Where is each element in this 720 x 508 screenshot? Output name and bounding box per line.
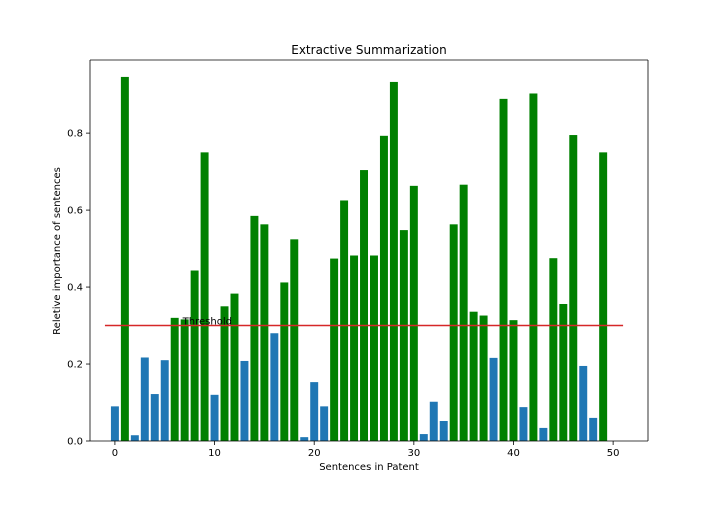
x-tick-label: 10 — [208, 448, 221, 459]
y-ticks: 0.0 0.2 0.4 0.6 0.8 — [67, 129, 90, 448]
bar-sentence-38 — [489, 357, 498, 441]
bar-sentence-3 — [140, 357, 149, 441]
bar-sentence-25 — [360, 170, 369, 442]
x-ticks: 0 10 20 30 40 50 — [112, 441, 620, 459]
bar-sentence-4 — [150, 394, 159, 441]
bar-sentence-27 — [379, 135, 388, 441]
bar-sentence-14 — [250, 215, 259, 441]
bar-sentence-23 — [340, 200, 349, 441]
bar-sentence-46 — [569, 135, 578, 441]
bar-sentence-9 — [200, 152, 209, 441]
bar-sentence-32 — [429, 401, 438, 441]
y-tick-label: 0.2 — [67, 360, 83, 371]
bar-sentence-18 — [290, 239, 299, 441]
axes-frame — [89, 59, 649, 442]
bar-sentence-49 — [599, 152, 608, 441]
threshold-label: Threshold — [182, 317, 232, 328]
y-tick-label: 0.4 — [67, 283, 83, 294]
x-axis-label: Sentences in Patent — [319, 462, 419, 473]
bar-sentence-44 — [549, 258, 558, 441]
bar-sentence-6 — [170, 317, 179, 441]
bars-group — [110, 76, 608, 442]
bar-sentence-11 — [220, 306, 229, 441]
bar-sentence-42 — [529, 93, 538, 442]
bar-sentence-43 — [539, 427, 548, 441]
y-axis-label: Reletive importance of sentences — [52, 167, 63, 335]
bar-sentence-45 — [559, 303, 568, 441]
bar-sentence-34 — [449, 224, 458, 441]
bar-sentence-8 — [190, 270, 199, 441]
bar-sentence-41 — [519, 407, 528, 441]
bar-sentence-15 — [260, 224, 269, 441]
y-tick-label: 0.0 — [67, 437, 83, 448]
y-tick-label: 0.8 — [67, 129, 83, 140]
bar-sentence-40 — [509, 320, 518, 441]
bar-sentence-36 — [469, 311, 478, 441]
bar-sentence-2 — [130, 435, 139, 441]
bar-sentence-16 — [270, 333, 279, 441]
x-tick-label: 0 — [112, 448, 118, 459]
bar-sentence-21 — [320, 406, 329, 441]
bar-sentence-13 — [240, 360, 249, 441]
x-tick-label: 40 — [507, 448, 520, 459]
bar-sentence-22 — [330, 258, 339, 441]
bar-sentence-29 — [399, 230, 408, 441]
y-tick-label: 0.6 — [67, 206, 83, 217]
bar-sentence-1 — [120, 76, 129, 441]
bar-sentence-5 — [160, 360, 169, 441]
bar-sentence-33 — [439, 420, 448, 441]
bar-sentence-7 — [180, 319, 189, 441]
bar-sentence-0 — [110, 406, 119, 441]
bar-sentence-10 — [210, 394, 219, 441]
bar-sentence-30 — [409, 185, 418, 441]
x-tick-label: 20 — [308, 448, 321, 459]
chart-title: Extractive Summarization — [291, 43, 446, 57]
bar-sentence-48 — [589, 417, 598, 441]
bar-sentence-28 — [389, 81, 398, 441]
bar-sentence-17 — [280, 282, 289, 441]
bar-sentence-20 — [310, 382, 319, 441]
bar-sentence-31 — [419, 434, 428, 441]
bar-sentence-12 — [230, 293, 239, 441]
bar-sentence-39 — [499, 98, 508, 442]
bar-sentence-35 — [459, 184, 468, 441]
x-tick-label: 30 — [407, 448, 420, 459]
x-tick-label: 50 — [607, 448, 620, 459]
bar-sentence-19 — [300, 437, 309, 441]
bar-sentence-37 — [479, 315, 488, 441]
bar-sentence-24 — [350, 255, 359, 441]
bar-sentence-26 — [369, 255, 378, 441]
bar-sentence-47 — [579, 365, 588, 441]
